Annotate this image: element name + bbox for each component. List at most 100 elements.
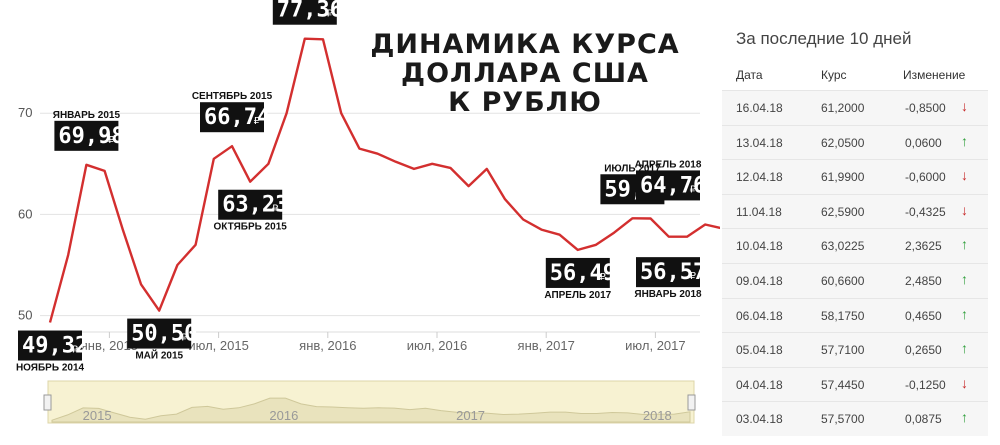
usd-rub-line — [48, 37, 720, 323]
callout: 50,50₽ МАЙ 2015 — [127, 318, 197, 362]
row-rate: 61,9900 — [821, 170, 865, 185]
callout-box — [54, 120, 119, 151]
callout-value: 69,98 — [58, 124, 124, 149]
callout: 66,74₽ СЕНТЯБРЬ 2015 — [192, 91, 273, 133]
row-change: -0,8500 — [905, 101, 946, 115]
currency-symbol: ₽ — [599, 272, 606, 283]
callout: 64,76₽ АПРЕЛЬ 2018 — [635, 159, 706, 201]
arrow-down-icon: ↓ — [961, 201, 968, 218]
x-tick-label: июл, 2017 — [625, 338, 685, 353]
callout-label: СЕНТЯБРЬ 2015 — [192, 91, 273, 102]
header-change: Изменение — [903, 68, 966, 82]
x-tick-label: июл, 2015 — [188, 338, 248, 353]
callout-box — [545, 257, 610, 288]
row-change: 0,2650 — [905, 343, 942, 358]
header-date: Дата — [736, 68, 763, 82]
table-title: За последние 10 дней — [736, 29, 912, 48]
callout-value: 56,49 — [550, 261, 616, 286]
row-date: 04.04.18 — [736, 377, 783, 392]
arrow-up-icon: ↑ — [961, 340, 968, 357]
callout-label: МАЙ 2015 — [135, 349, 183, 362]
row-date: 13.04.18 — [736, 135, 783, 150]
callout: 63,23₽ ОКТЯБРЬ 2015 — [214, 189, 288, 233]
navigator-right-handle[interactable] — [687, 394, 696, 411]
navigator-years: 2015 2016 2017 2018 — [83, 408, 672, 423]
row-rate: 62,5900 — [821, 204, 865, 219]
x-axis-ticks: янв, 2015 июл, 2015 янв, 2016 июл, 2016 янв,… — [81, 332, 686, 353]
row-rate: 57,7100 — [821, 343, 865, 358]
y-axis-ticks: 50 60 70 — [18, 105, 32, 322]
table-row: 16.04.18 61,2000 -0,8500 ↓ — [722, 90, 988, 125]
callout-value: 49,32 — [22, 334, 88, 359]
callout-box — [218, 189, 283, 220]
callout-value: 66,74 — [204, 105, 270, 130]
row-change: 0,4650 — [905, 308, 942, 323]
currency-symbol: ₽ — [108, 135, 115, 146]
table-row: 03.04.18 57,5700 0,0875 ↑ — [722, 401, 988, 437]
header-rate: Курс — [821, 68, 847, 82]
callout-label: АПРЕЛЬ 2018 — [635, 159, 702, 170]
callout-label: ЯНВАРЬ 2015 — [53, 110, 121, 121]
arrow-up-icon: ↑ — [961, 132, 968, 149]
navigator-year-label: 2015 — [83, 408, 112, 423]
currency-symbol: ₽ — [690, 184, 697, 195]
callout-box — [636, 257, 700, 288]
chart-title: ДИНАМИКА КУРСА ДОЛЛАРА США К РУБЛЮ — [370, 29, 679, 118]
callout-box — [127, 318, 192, 349]
callout-box — [636, 170, 700, 201]
title-line-3: К РУБЛЮ — [448, 87, 602, 118]
last-10-days-panel: За последние 10 дней Дата Курс Изменение… — [722, 0, 1000, 445]
y-tick-label: 60 — [18, 206, 32, 221]
range-navigator[interactable]: 2015 2016 2017 2018 — [43, 380, 696, 424]
row-date: 06.04.18 — [736, 308, 783, 323]
table-row: 06.04.18 58,1750 0,4650 ↑ — [722, 297, 988, 333]
arrow-up-icon: ↑ — [961, 305, 968, 322]
callout: 56,57₽ ЯНВАРЬ 2018 — [634, 257, 706, 300]
title-line-2: ДОЛЛАРА США — [401, 58, 649, 89]
callout-label: ИЮЛЬ 2017 — [604, 163, 661, 174]
currency-symbol: ₽ — [272, 204, 279, 215]
currency-symbol: ₽ — [72, 345, 79, 356]
callout-label: НОЯБРЬ 2014 — [16, 363, 85, 374]
arrow-down-icon: ↓ — [961, 374, 968, 391]
table-row: 13.04.18 62,0500 0,0600 ↑ — [722, 124, 988, 160]
row-rate: 60,6600 — [821, 274, 865, 288]
row-date: 16.04.18 — [736, 101, 783, 115]
row-change: 2,3625 — [905, 239, 942, 254]
table-row: 11.04.18 62,5900 -0,4325 ↓ — [722, 193, 988, 229]
row-rate: 57,4450 — [821, 377, 865, 392]
row-change: -0,1250 — [905, 377, 946, 392]
row-rate: 63,0225 — [821, 239, 865, 254]
row-rate: 61,2000 — [821, 101, 865, 115]
y-tick-label: 50 — [18, 308, 32, 323]
table-row: 10.04.18 63,0225 2,3625 ↑ — [722, 228, 988, 264]
callout-value: 64,76 — [640, 173, 706, 198]
arrow-up-icon: ↑ — [961, 409, 968, 426]
row-change: 0,0600 — [905, 135, 942, 150]
navigator-series — [51, 397, 691, 423]
callout-box — [18, 330, 82, 361]
navigator-year-label: 2017 — [456, 408, 485, 423]
callout-box — [200, 102, 264, 133]
navigator-year-label: 2016 — [269, 408, 298, 423]
row-rate: 62,0500 — [821, 135, 865, 150]
callout-label: ОКТЯБРЬ 2015 — [214, 222, 288, 233]
x-tick-label: янв, 2016 — [299, 338, 356, 353]
currency-symbol: ₽ — [690, 271, 697, 282]
callout-box — [272, 0, 337, 25]
x-tick-label: янв, 2015 — [81, 338, 138, 353]
table-row: 05.04.18 57,7100 0,2650 ↑ — [722, 332, 988, 368]
currency-symbol: ₽ — [181, 333, 188, 344]
title-line-1: ДИНАМИКА КУРСА — [370, 29, 679, 60]
row-rate: 58,1750 — [821, 308, 865, 323]
callout: 56,49₽ АПРЕЛЬ 2017 — [544, 257, 616, 301]
callout-value: 50,50 — [131, 322, 197, 347]
arrow-down-icon: ↓ — [961, 167, 968, 184]
navigator-left-handle[interactable] — [43, 394, 52, 411]
callout-label: АПРЕЛЬ 2017 — [544, 290, 611, 301]
callout-value: 56,57 — [640, 260, 706, 285]
x-tick-label: янв, 2017 — [518, 338, 575, 353]
arrow-up-icon: ↑ — [961, 271, 968, 287]
currency-symbol: ₽ — [254, 116, 261, 127]
